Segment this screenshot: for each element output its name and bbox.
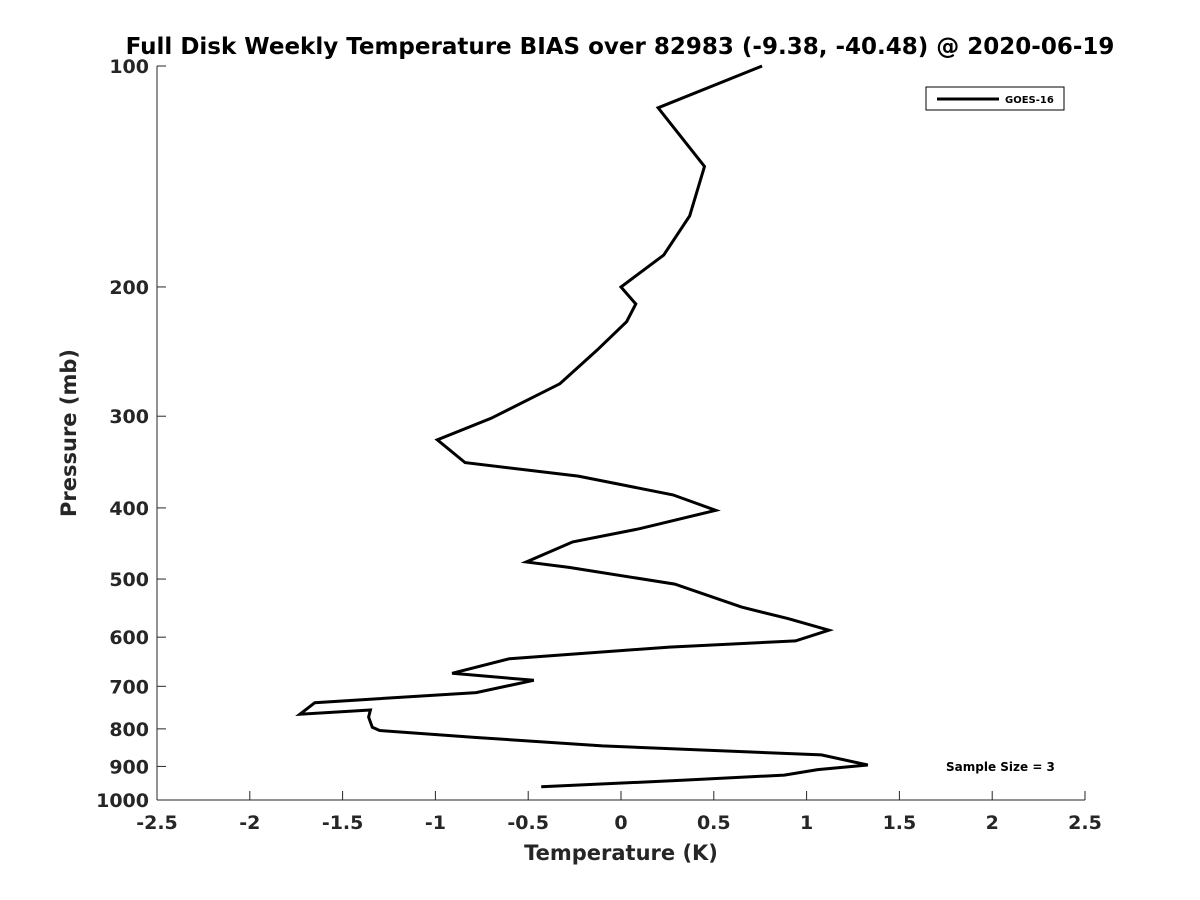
y-tick-label: 200 [109, 277, 149, 299]
y-ticks: 100 200 300 400 500 600 700 800 900 1000 [96, 56, 166, 812]
y-tick-label: 1000 [96, 790, 149, 812]
x-tick-label: 1.5 [883, 812, 917, 834]
series-line-goes-16 [295, 64, 869, 789]
chart-title: Full Disk Weekly Temperature BIAS over 8… [126, 34, 1115, 60]
x-tick-label: 0.5 [697, 812, 731, 834]
y-tick-label: 900 [109, 756, 149, 778]
legend: GOES-16 [925, 86, 1065, 111]
sample-size-annotation: Sample Size = 3 [946, 760, 1055, 774]
x-tick-label: -1.5 [322, 812, 364, 834]
y-tick-label: 500 [109, 569, 149, 591]
y-tick-label: 300 [109, 406, 149, 428]
x-tick-label: 2.5 [1068, 812, 1102, 834]
y-tick-label: 800 [109, 719, 149, 741]
x-tick-label: -2.5 [136, 812, 178, 834]
x-tick-label: -2 [239, 812, 260, 834]
y-tick-label: 400 [109, 498, 149, 520]
y-tick-label: 700 [109, 676, 149, 698]
legend-entry-label: GOES-16 [1005, 95, 1054, 106]
y-tick-label: 100 [109, 56, 149, 78]
x-tick-label: -0.5 [507, 812, 549, 834]
x-tick-label: -1 [425, 812, 446, 834]
plot-axes [156, 66, 1085, 801]
x-axis-label: Temperature (K) [524, 841, 718, 865]
x-tick-label: 1 [800, 812, 813, 834]
y-tick-label: 600 [109, 627, 149, 649]
x-ticks: -2.5 -2 -1.5 -1 -0.5 0 0.5 1 1.5 2 2.5 [136, 791, 1102, 834]
y-axis-label: Pressure (mb) [57, 349, 81, 517]
x-tick-label: 0 [614, 812, 627, 834]
x-tick-label: 2 [986, 812, 999, 834]
